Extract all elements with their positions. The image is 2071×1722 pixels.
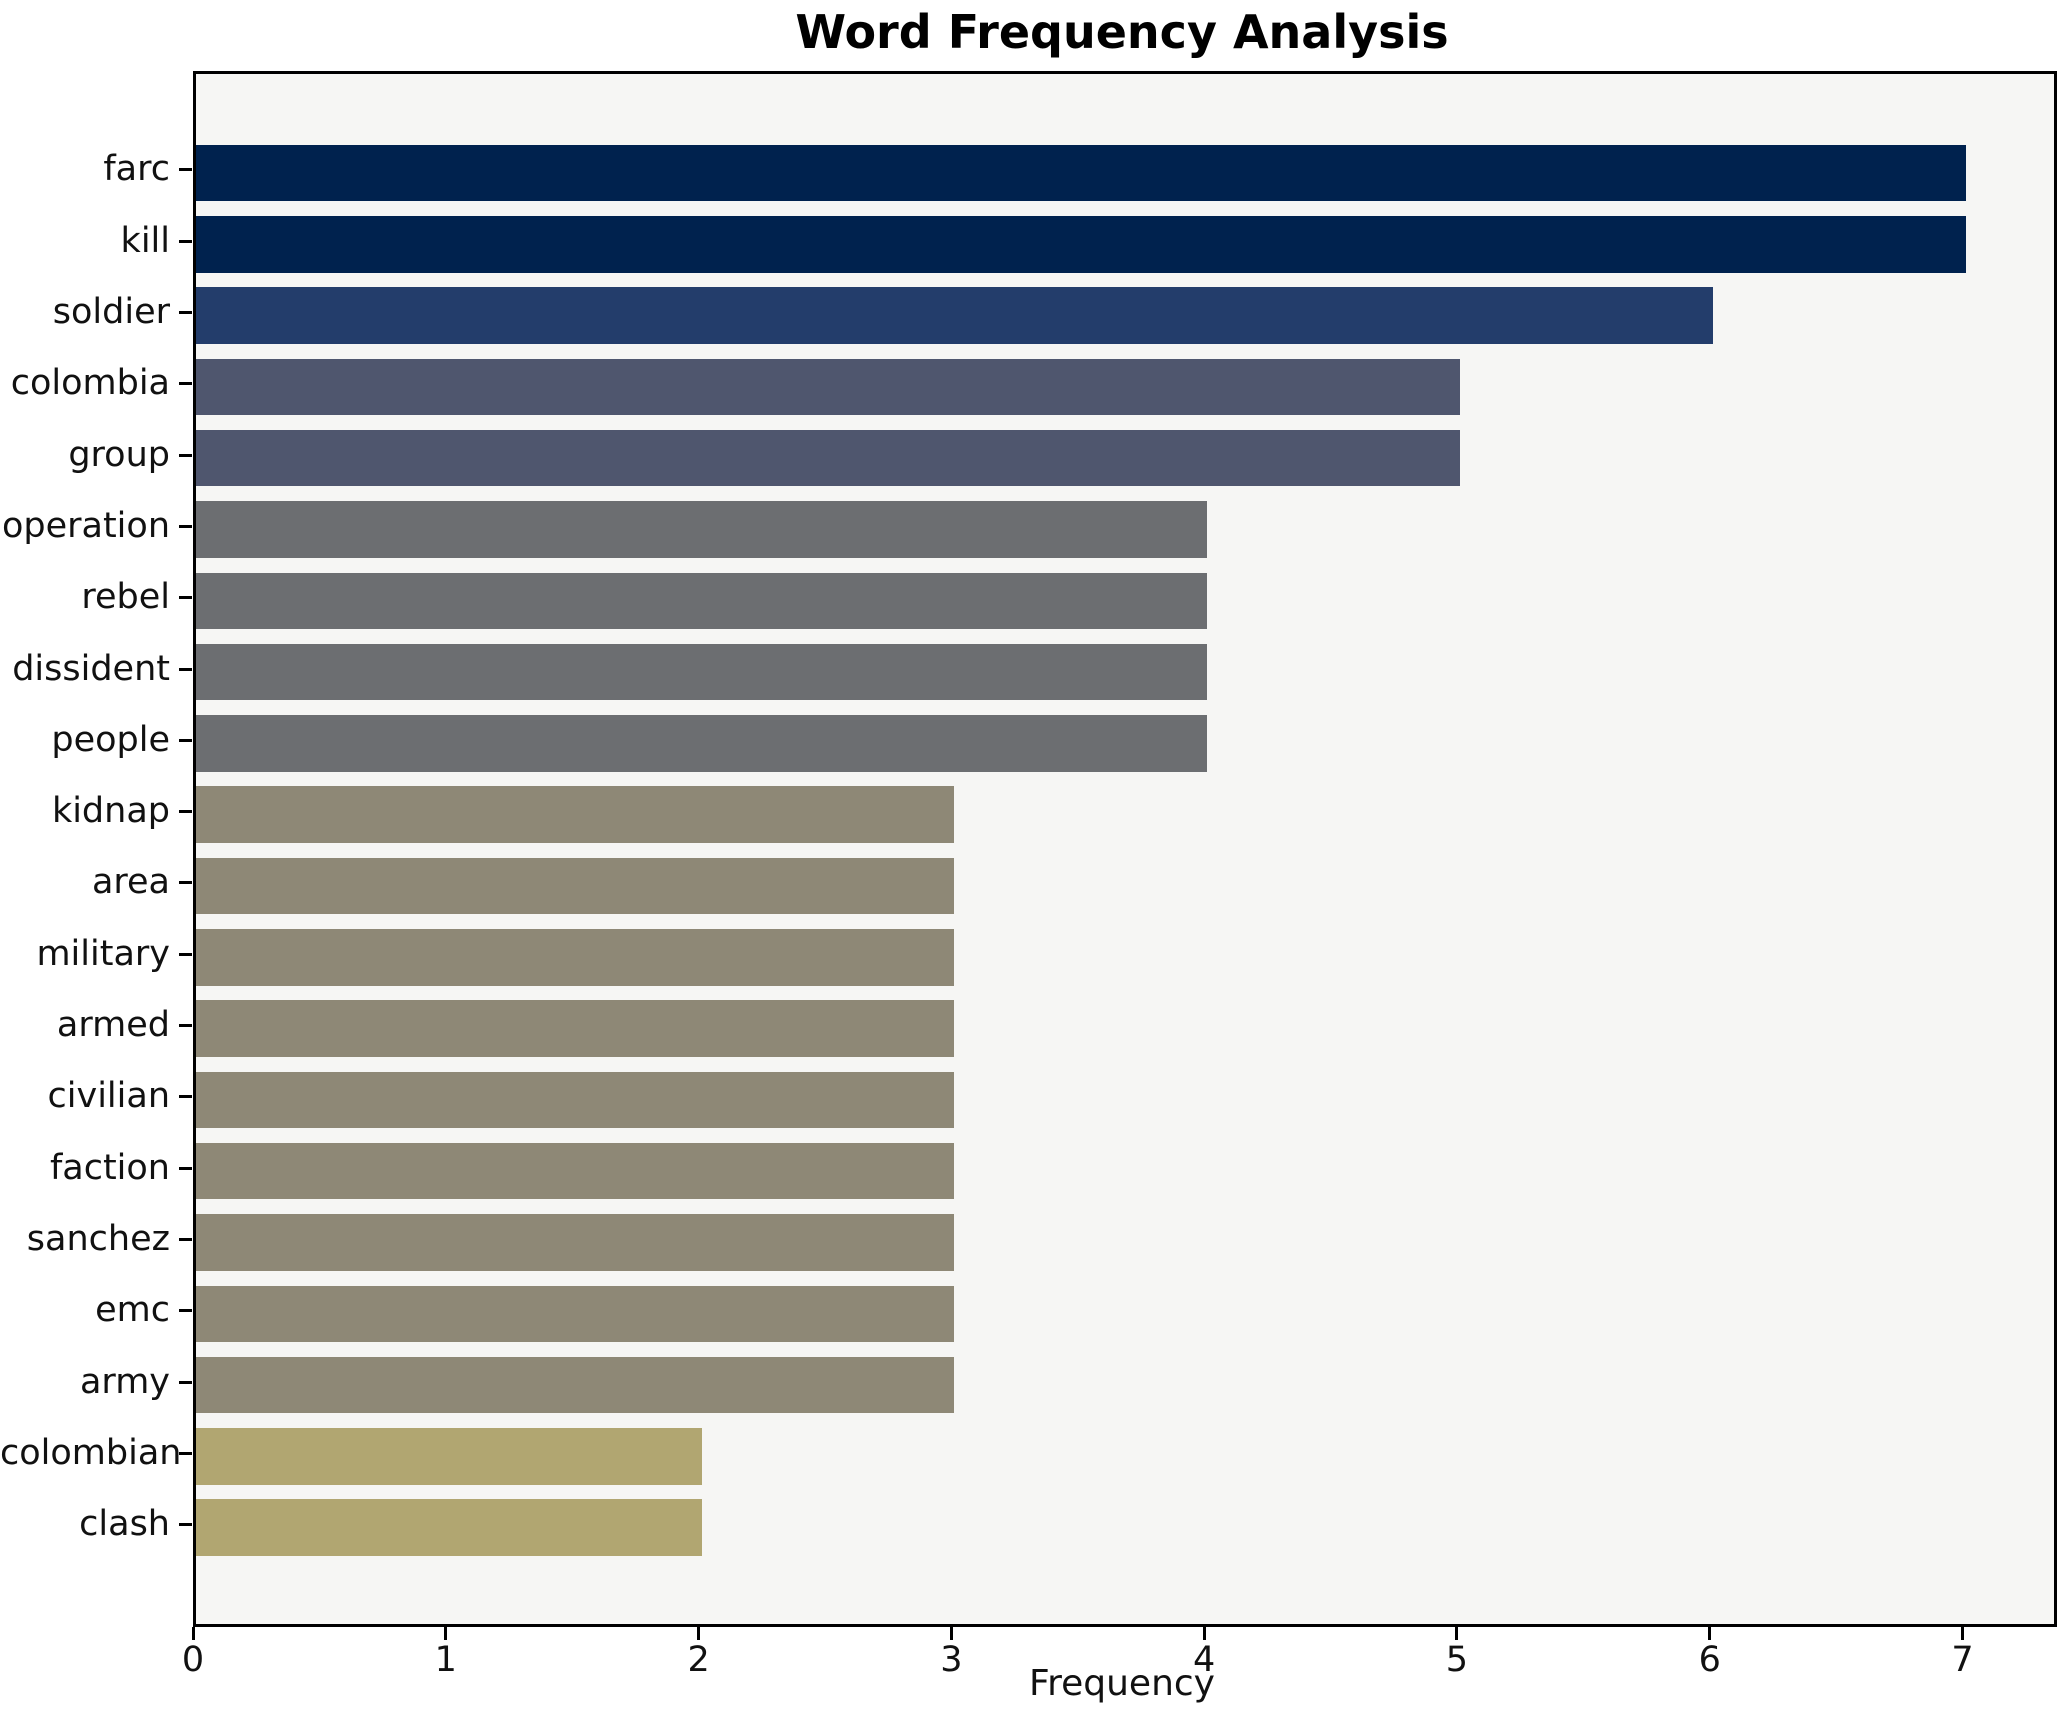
bar-army — [196, 1356, 955, 1414]
y-tick-label: operation — [1, 505, 170, 546]
bar-rebel — [196, 572, 1208, 629]
y-tick-label: armed — [56, 1005, 170, 1046]
y-tick-label: rebel — [81, 577, 170, 618]
y-tick-mark — [179, 1451, 192, 1455]
bar-armed — [196, 1000, 955, 1057]
y-tick-label: sanchez — [26, 1218, 170, 1259]
y-tick-mark — [179, 667, 192, 671]
y-tick-mark — [179, 1523, 192, 1527]
bar-emc — [196, 1285, 955, 1342]
chart-title: Word Frequency Analysis — [795, 5, 1449, 59]
y-tick-label: farc — [103, 149, 170, 190]
y-tick-mark — [179, 1095, 192, 1099]
x-tick-mark — [1455, 1627, 1459, 1640]
y-tick-label: dissident — [12, 648, 170, 689]
y-tick-label: emc — [95, 1290, 170, 1331]
x-tick-label: 4 — [1193, 1640, 1216, 1680]
y-tick-mark — [179, 453, 192, 457]
bar-colombian — [196, 1428, 702, 1485]
bar-dissident — [196, 643, 1208, 701]
x-tick-mark — [949, 1627, 953, 1640]
bar-soldier — [196, 287, 1713, 344]
plot-area — [193, 71, 2057, 1627]
y-tick-mark — [179, 239, 192, 243]
x-tick-label: 2 — [687, 1640, 710, 1680]
x-tick-mark — [1202, 1627, 1206, 1640]
y-tick-label: group — [68, 434, 170, 475]
x-tick-mark — [697, 1627, 701, 1640]
x-axis-title: Frequency — [1029, 1663, 1215, 1704]
x-tick-label: 1 — [434, 1640, 457, 1680]
bar-kill — [196, 216, 1966, 273]
y-tick-mark — [179, 596, 192, 600]
x-tick-label: 0 — [181, 1640, 205, 1680]
x-tick-mark — [1708, 1627, 1712, 1640]
x-tick-label: 5 — [1445, 1640, 1469, 1680]
y-tick-mark — [179, 952, 192, 956]
bar-sanchez — [196, 1214, 955, 1271]
y-tick-label: soldier — [52, 292, 170, 333]
bar-kidnap — [196, 786, 955, 843]
y-tick-label: military — [36, 933, 170, 974]
bar-colombia — [196, 358, 1460, 416]
bar-civilian — [196, 1071, 955, 1129]
y-tick-mark — [179, 1024, 192, 1028]
x-tick-label: 6 — [1698, 1640, 1721, 1680]
bar-farc — [196, 144, 1966, 202]
y-tick-mark — [179, 738, 192, 742]
y-tick-label: colombia — [10, 363, 170, 404]
y-tick-label: faction — [49, 1147, 170, 1188]
bar-operation — [196, 501, 1208, 558]
y-tick-mark — [179, 1166, 192, 1170]
y-tick-label: colombian — [0, 1432, 182, 1473]
y-tick-mark — [179, 311, 192, 315]
bar-clash — [196, 1499, 702, 1556]
y-tick-mark — [179, 1237, 192, 1241]
bar-people — [196, 715, 1208, 772]
bar-military — [196, 929, 955, 986]
y-tick-label: army — [79, 1361, 170, 1402]
x-tick-label: 3 — [940, 1640, 963, 1680]
x-tick-mark — [444, 1627, 448, 1640]
y-tick-label: kidnap — [51, 791, 170, 832]
x-tick-mark — [191, 1627, 195, 1640]
y-tick-label: civilian — [47, 1076, 170, 1117]
y-tick-label: area — [91, 862, 170, 903]
y-tick-mark — [179, 382, 192, 386]
bar-faction — [196, 1142, 955, 1200]
bar-area — [196, 857, 955, 915]
y-tick-label: kill — [120, 220, 170, 261]
x-tick-mark — [1961, 1627, 1965, 1640]
y-tick-label: people — [51, 719, 170, 760]
y-tick-mark — [179, 1309, 192, 1313]
y-tick-mark — [179, 524, 192, 528]
y-tick-mark — [179, 168, 192, 172]
y-tick-label: clash — [79, 1504, 170, 1545]
y-tick-mark — [179, 881, 192, 885]
bar-group — [196, 429, 1460, 487]
y-tick-mark — [179, 1380, 192, 1384]
y-tick-mark — [179, 810, 192, 814]
x-tick-label: 7 — [1951, 1640, 1974, 1680]
